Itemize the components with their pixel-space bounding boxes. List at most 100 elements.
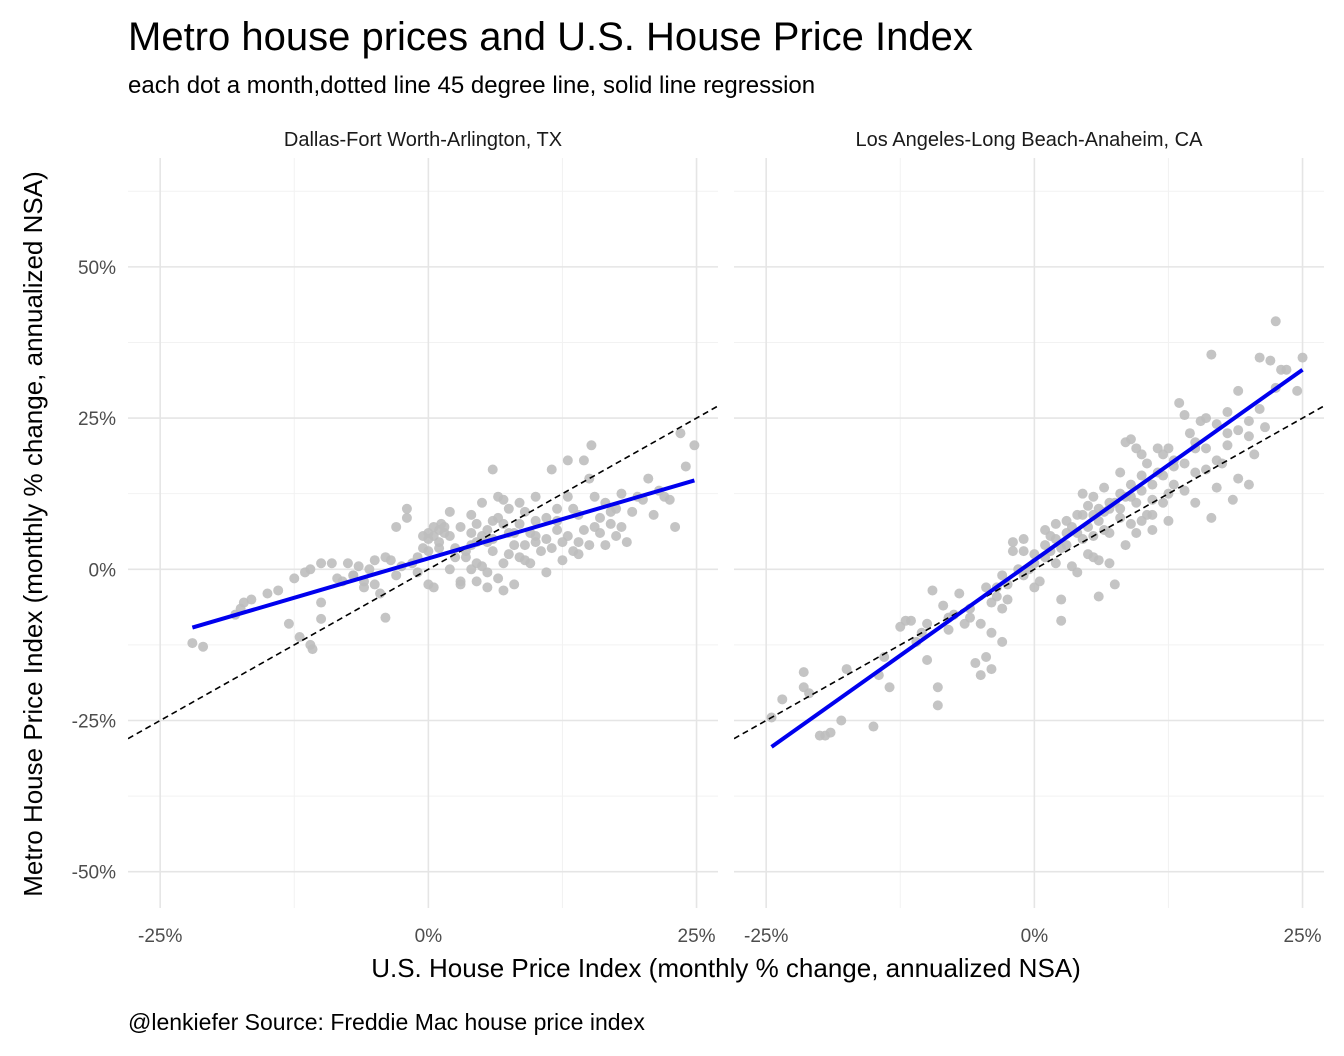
data-point <box>1222 428 1233 439</box>
data-point <box>938 600 949 611</box>
data-point <box>600 540 611 551</box>
data-point <box>578 524 589 535</box>
data-point <box>1163 488 1174 499</box>
data-point <box>986 664 997 675</box>
data-point <box>380 612 391 623</box>
data-point <box>997 603 1008 614</box>
data-point <box>578 455 589 466</box>
data-point <box>375 588 386 599</box>
data-point <box>1099 482 1110 493</box>
data-point <box>584 540 595 551</box>
data-point <box>1179 410 1190 421</box>
data-point <box>1211 455 1222 466</box>
facet-strip-label: Dallas-Fort Worth-Arlington, TX <box>284 129 562 151</box>
data-point <box>1142 458 1152 469</box>
data-point <box>1147 524 1158 535</box>
data-point <box>1147 479 1158 490</box>
data-point <box>1120 540 1131 551</box>
data-point <box>1265 355 1276 366</box>
data-point <box>1243 431 1254 442</box>
data-point <box>482 582 493 593</box>
data-point <box>884 682 895 693</box>
y-tick-label: -25% <box>72 712 116 733</box>
data-point <box>428 521 439 532</box>
data-point <box>1201 443 1211 454</box>
data-point <box>246 594 257 605</box>
data-point <box>932 682 943 693</box>
data-point <box>1297 352 1308 363</box>
data-point <box>997 636 1008 647</box>
regression-line <box>191 478 695 630</box>
data-point <box>1093 555 1104 566</box>
data-point <box>981 651 992 662</box>
data-point <box>1260 422 1270 433</box>
data-point <box>493 512 504 523</box>
data-point <box>546 464 557 475</box>
data-point <box>605 506 616 517</box>
data-point <box>498 494 509 505</box>
data-point <box>975 618 986 629</box>
data-point <box>868 721 879 732</box>
y-tick-label: -50% <box>72 863 116 884</box>
data-point <box>262 588 273 599</box>
data-point <box>922 618 933 629</box>
data-point <box>906 615 916 626</box>
data-point <box>273 585 284 596</box>
data-point <box>316 597 327 608</box>
data-point <box>471 518 482 529</box>
regression-line <box>770 368 1304 749</box>
data-point <box>541 534 552 545</box>
data-point <box>514 497 525 508</box>
data-point <box>943 624 954 635</box>
data-point <box>798 667 809 678</box>
data-point <box>1002 594 1013 605</box>
x-tick-label: -25% <box>138 926 182 947</box>
panel-data-layer <box>128 405 718 740</box>
reference-45-degree-line <box>128 405 718 740</box>
data-point <box>562 455 573 466</box>
data-point <box>1147 509 1158 520</box>
data-point <box>1281 364 1292 375</box>
data-point <box>530 515 541 526</box>
data-point <box>922 655 933 666</box>
data-point <box>1292 385 1303 396</box>
chart-caption: @lenkiefer Source: Freddie Mac house pri… <box>128 1009 645 1035</box>
data-point <box>1045 531 1056 542</box>
chart-title: Metro house prices and U.S. House Price … <box>128 15 973 59</box>
data-point <box>680 461 691 472</box>
data-point <box>364 564 375 575</box>
data-point <box>1056 615 1067 626</box>
data-point <box>1190 467 1201 478</box>
x-tick-label: 0% <box>1021 926 1049 947</box>
data-point <box>1243 479 1254 490</box>
data-point <box>423 546 434 557</box>
data-point <box>970 658 981 669</box>
data-point <box>482 524 493 535</box>
data-point <box>434 543 445 554</box>
data-point <box>573 537 584 548</box>
data-point <box>1115 503 1126 514</box>
data-point <box>1233 385 1244 396</box>
facet-strip-label: Los Angeles-Long Beach-Anaheim, CA <box>856 129 1204 151</box>
data-point <box>616 521 627 532</box>
data-point <box>1056 594 1067 605</box>
chart-subtitle: each dot a month,dotted line 45 degree l… <box>128 72 816 99</box>
data-point <box>519 540 530 551</box>
data-point <box>643 473 654 484</box>
data-point <box>294 632 305 643</box>
data-point <box>557 555 568 566</box>
data-point <box>648 509 659 520</box>
data-point <box>439 521 450 532</box>
data-point <box>471 576 482 587</box>
data-point <box>997 570 1008 581</box>
data-point <box>530 491 541 502</box>
data-point <box>482 567 493 578</box>
data-point <box>300 567 310 578</box>
data-point <box>391 521 402 532</box>
data-point <box>509 579 520 590</box>
data-point <box>1184 428 1195 439</box>
data-point <box>689 440 700 451</box>
data-point <box>1072 567 1083 578</box>
data-point <box>1254 404 1265 415</box>
data-point <box>1174 397 1185 408</box>
